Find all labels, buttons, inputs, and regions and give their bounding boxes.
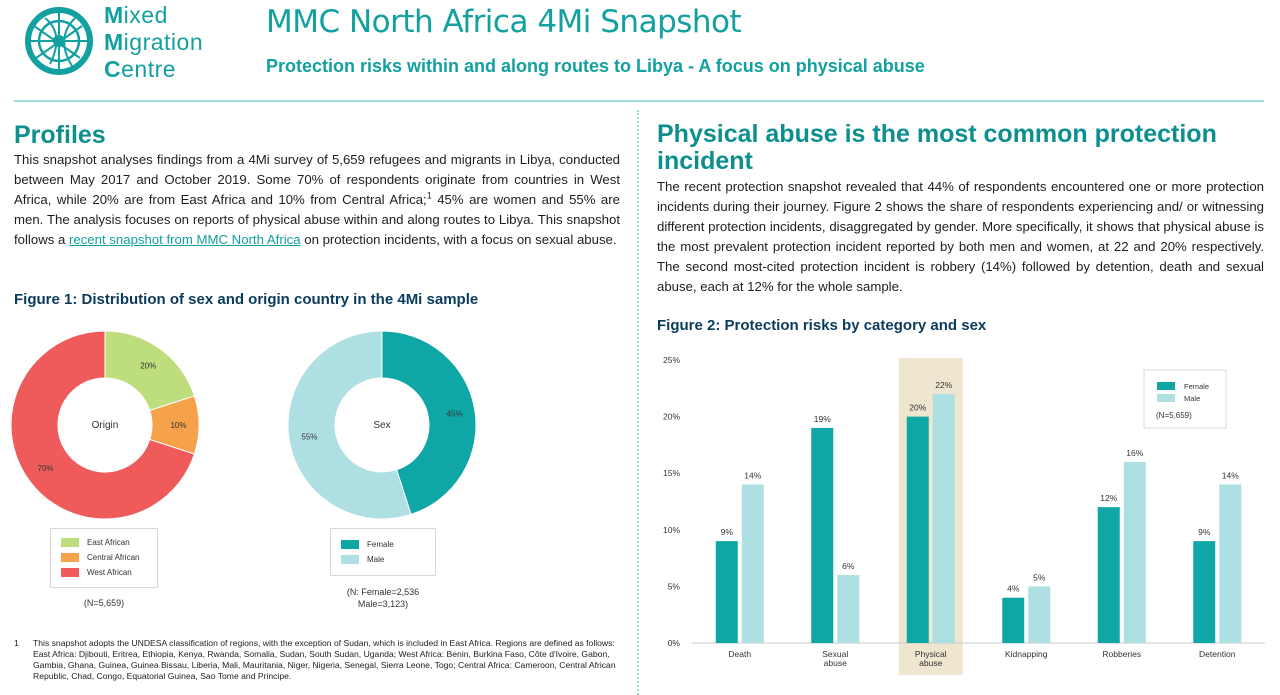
bar-value-label: 4% (1007, 584, 1020, 594)
category-label: Detention (1199, 649, 1236, 659)
donut-center-label: Origin (92, 420, 119, 431)
physical-abuse-heading: Physical abuse is the most common protec… (657, 120, 1217, 175)
profiles-heading: Profiles (14, 121, 106, 149)
figure1-title: Figure 1: Distribution of sex and origin… (14, 291, 479, 308)
footnote-number: 1 (14, 638, 19, 648)
legend-item: Female (341, 537, 435, 552)
bar-female (1002, 597, 1025, 643)
bar-value-label: 14% (744, 471, 761, 481)
bar-male (837, 575, 860, 643)
slice-label: 55% (301, 432, 317, 441)
legend-item: Central African (61, 550, 157, 565)
bar-value-label: 14% (1222, 471, 1239, 481)
bar-value-label: 16% (1126, 448, 1143, 458)
y-tick-label: 20% (663, 412, 680, 422)
figure2-title: Figure 2: Protection risks by category a… (657, 317, 987, 334)
bar-male (932, 393, 955, 643)
bar-legend: Female Male (N=5,659) (1143, 369, 1227, 429)
category-label: abuse (824, 658, 847, 668)
legend-swatch (61, 538, 79, 547)
donut-slice (381, 330, 477, 516)
legend-swatch (341, 540, 359, 549)
y-tick-label: 15% (663, 468, 680, 478)
y-tick-label: 25% (663, 355, 680, 365)
bar-male (1028, 586, 1051, 643)
y-tick-label: 10% (663, 525, 680, 535)
bar-sample-note: (N=5,659) (1156, 411, 1192, 420)
protection-risks-bar-chart: 0%5%10%15%20%25%9%14%Death19%6%Sexualabu… (663, 355, 1265, 675)
category-label: Physical (915, 649, 947, 659)
legend-swatch (61, 553, 79, 562)
mmc-logo-icon (25, 7, 93, 75)
bar-value-label: 9% (721, 527, 734, 537)
bar-value-label: 12% (1100, 493, 1117, 503)
category-label: Sexual (822, 649, 848, 659)
legend-swatch (1157, 394, 1175, 402)
slice-label: 10% (170, 421, 186, 430)
footnote-text: This snapshot adopts the UNDESA classifi… (33, 638, 616, 681)
document-subtitle: Protection risks within and along routes… (266, 56, 925, 76)
document-title: MMC North Africa 4Mi Snapshot (266, 4, 742, 40)
sex-donut-chart: 45% 55% Sex (287, 330, 477, 520)
legend-swatch (1157, 382, 1175, 390)
bar-female (715, 541, 738, 643)
bar-value-label: 9% (1198, 527, 1211, 537)
legend-swatch (61, 568, 79, 577)
bar-male (1219, 484, 1242, 643)
bar-female (1097, 507, 1120, 643)
category-label: Death (728, 649, 751, 659)
donut-slice (104, 330, 196, 412)
donut-slice (10, 330, 196, 520)
origin-sample-note: (N=5,659) (83, 598, 125, 608)
bar-value-label: 5% (1033, 572, 1046, 582)
slice-label: 45% (447, 410, 463, 419)
header-divider (14, 100, 1264, 102)
bar-value-label: 22% (935, 380, 952, 390)
bar-female (906, 416, 929, 643)
donut-center-label: Sex (373, 420, 390, 431)
legend-item: West African (61, 565, 157, 580)
legend-item: East African (61, 535, 157, 550)
sex-legend: Female Male (330, 528, 436, 576)
legend-label: Female (1184, 382, 1209, 391)
bar-value-label: 19% (814, 414, 831, 424)
category-label: Kidnapping (1005, 649, 1048, 659)
category-label: Robberies (1102, 649, 1141, 659)
category-label: abuse (919, 658, 942, 668)
bar-male (1123, 461, 1146, 643)
origin-legend: East African Central African West Africa… (50, 528, 158, 588)
bar-female (1193, 541, 1216, 643)
profiles-paragraph: This snapshot analyses findings from a 4… (14, 152, 620, 247)
legend-label: Male (1184, 394, 1200, 403)
slice-label: 70% (38, 464, 54, 473)
origin-donut-chart: 20% 10% 70% Origin (10, 330, 200, 520)
slice-label: 20% (140, 362, 156, 371)
physical-abuse-paragraph: The recent protection snapshot revealed … (657, 179, 1264, 294)
legend-item: Male (341, 552, 435, 567)
bar-value-label: 6% (842, 561, 855, 571)
logo-wordmark: Mixed Migration Centre (104, 2, 204, 82)
y-tick-label: 5% (668, 581, 681, 591)
bar-male (741, 484, 764, 643)
sex-sample-note: (N: Female=2,536 Male=3,123) (346, 587, 420, 609)
footnote-ref: 1 (426, 190, 432, 201)
recent-snapshot-link[interactable]: recent snapshot from MMC North Africa (68, 232, 301, 247)
y-tick-label: 0% (668, 638, 681, 648)
legend-swatch (341, 555, 359, 564)
bar-value-label: 20% (909, 403, 926, 413)
donut-slice (287, 330, 412, 520)
bar-female (811, 427, 834, 643)
column-divider (637, 110, 639, 695)
